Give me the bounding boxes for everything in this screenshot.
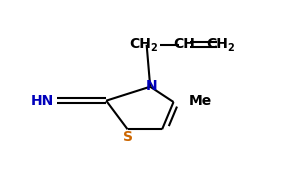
- Text: CH: CH: [130, 37, 152, 51]
- Text: S: S: [123, 130, 133, 144]
- Text: CH: CH: [173, 37, 195, 51]
- Text: Me: Me: [189, 94, 212, 108]
- Text: 2: 2: [150, 43, 157, 53]
- Text: CH: CH: [207, 37, 228, 51]
- Text: 2: 2: [227, 43, 234, 53]
- Text: HN: HN: [31, 94, 54, 108]
- Text: N: N: [146, 79, 157, 93]
